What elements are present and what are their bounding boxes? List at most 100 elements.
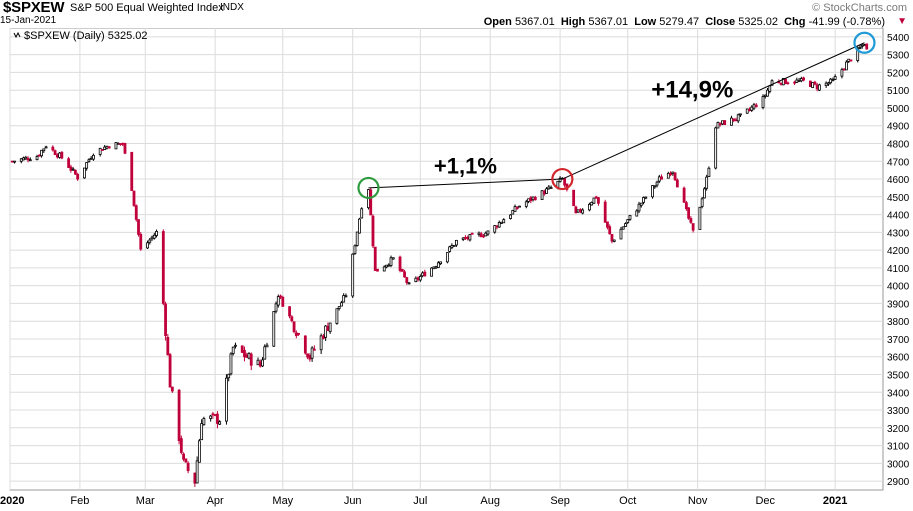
candle-body — [69, 166, 73, 171]
candle-body — [423, 271, 427, 277]
candle-body — [432, 266, 436, 270]
candle-body — [164, 303, 167, 337]
candle-body — [766, 89, 769, 97]
candle-body — [509, 214, 512, 219]
candle-body — [703, 188, 706, 199]
candle-body — [529, 197, 533, 202]
x-tick-label: Apr — [207, 495, 224, 507]
candle-body — [211, 413, 215, 416]
candle-body — [40, 149, 43, 157]
y-tick-label: 3800 — [887, 317, 910, 328]
candle-body — [454, 239, 458, 246]
candle-body — [101, 149, 104, 151]
y-tick-label: 3600 — [887, 353, 910, 364]
candle-body — [360, 208, 364, 219]
candle-body — [797, 79, 801, 82]
candle-body — [621, 226, 625, 230]
candle-body — [146, 242, 149, 249]
candle-body — [527, 198, 530, 202]
candle-body — [247, 352, 251, 359]
candle-body — [594, 196, 598, 199]
candle-body — [161, 231, 165, 304]
candle-body — [179, 438, 183, 453]
candle-body — [150, 236, 154, 240]
candle-body — [53, 150, 57, 156]
candle-body — [67, 158, 71, 168]
candle-body — [495, 225, 499, 228]
candle-body — [294, 332, 298, 336]
candle-body — [608, 226, 612, 235]
candle-body — [770, 80, 774, 86]
candle-body — [168, 354, 172, 388]
candle-body — [545, 188, 548, 194]
candle-body — [721, 120, 724, 125]
candle-body — [588, 203, 591, 211]
marker-circle-end — [853, 31, 876, 54]
candle-body — [786, 82, 790, 85]
y-tick-label: 3200 — [887, 424, 910, 435]
candle-body — [243, 349, 246, 358]
x-tick-label: Jul — [413, 495, 427, 507]
candle-body — [385, 264, 388, 268]
y-tick-label: 4100 — [887, 264, 910, 275]
candle-body — [700, 198, 704, 207]
candle-body — [511, 210, 515, 215]
ticker-symbol: $SPXEW — [3, 0, 65, 16]
candle-body — [306, 353, 310, 358]
candle-body — [351, 253, 355, 297]
candle-body — [58, 152, 61, 158]
candle-body — [319, 335, 323, 351]
candle-body — [227, 373, 231, 379]
price-chart[interactable]: 2900 3000 3100 3200 3300 3400 3500 3600 3700 3800… — [0, 28, 913, 511]
y-tick-label: 3000 — [887, 459, 910, 470]
candle-body — [85, 162, 89, 169]
candle-body — [265, 344, 269, 348]
candle-body — [369, 189, 373, 216]
brand-watermark[interactable]: © StockCharts.com — [812, 2, 907, 14]
candle-body — [470, 232, 474, 235]
candle-body — [229, 353, 233, 375]
candle-body — [660, 176, 663, 180]
candle-body — [482, 235, 485, 238]
candle-body — [200, 423, 204, 441]
candle-body — [60, 151, 64, 159]
candle-body — [177, 389, 181, 442]
candle-body — [245, 354, 249, 358]
candle-body — [342, 295, 346, 303]
candle-body — [612, 239, 616, 242]
candle-body — [132, 190, 136, 206]
candle-body — [44, 146, 48, 149]
candle-body — [195, 460, 199, 484]
candle-body — [860, 44, 864, 47]
y-tick-label: 4600 — [887, 175, 910, 186]
candle-body — [155, 230, 158, 236]
candle-body — [464, 236, 467, 239]
candle-body — [858, 46, 862, 49]
candle-body — [666, 172, 670, 179]
candle-body — [745, 108, 749, 114]
candle-body — [714, 127, 718, 169]
candle-body — [542, 190, 546, 195]
candle-body — [815, 84, 819, 90]
candle-body — [344, 295, 348, 298]
candle-body — [139, 233, 143, 250]
candle-body — [398, 256, 402, 271]
candle-body — [682, 187, 686, 203]
candle-body — [448, 246, 452, 252]
open-value: 5367.01 — [514, 16, 555, 28]
candle-body — [170, 386, 174, 392]
candle-body — [698, 206, 702, 230]
candle-body — [619, 228, 623, 240]
candle-body — [324, 325, 328, 338]
candle-body — [840, 69, 844, 77]
candle-body — [418, 275, 422, 281]
candle-body — [669, 172, 672, 176]
candle-body — [22, 157, 25, 161]
candle-body — [98, 147, 102, 155]
candle-body — [281, 296, 285, 307]
x-tick-label: Oct — [619, 495, 636, 507]
candle-body — [497, 222, 501, 228]
candle-body — [452, 244, 456, 247]
candle-body — [718, 123, 722, 126]
candle-body — [637, 203, 641, 212]
